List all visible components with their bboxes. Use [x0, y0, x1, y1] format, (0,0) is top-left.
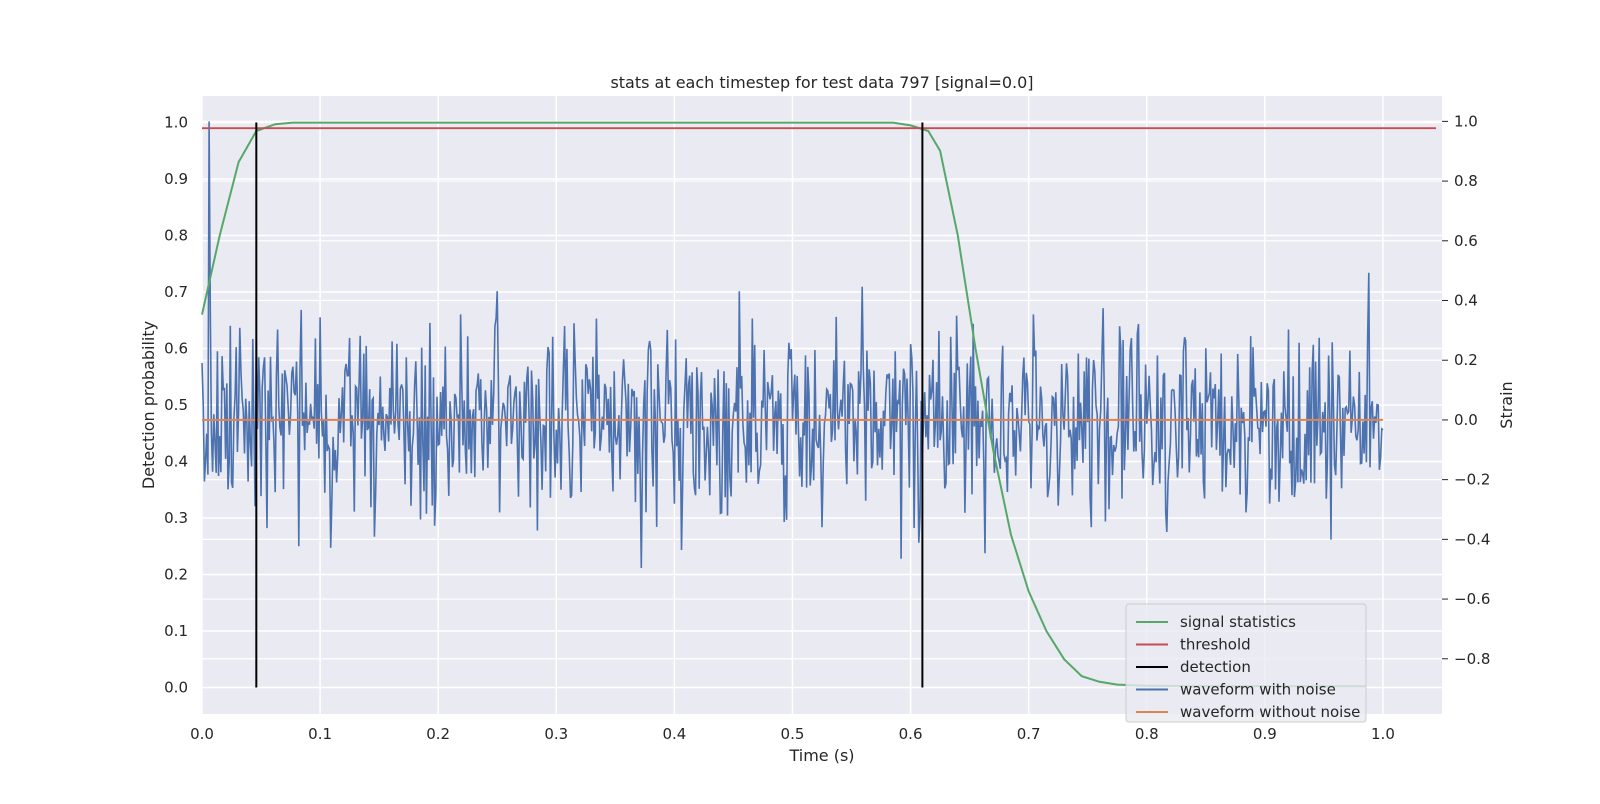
- series-layer: [201, 121, 1437, 688]
- y-tick-label: 0.1: [164, 622, 188, 640]
- y-tick-label: 0.3: [164, 509, 188, 527]
- legend-label: waveform without noise: [1180, 703, 1360, 721]
- y-tick-label: 0.7: [164, 283, 188, 301]
- y2-tick-label: 0.4: [1454, 292, 1478, 310]
- x-tick-label: 0.5: [781, 725, 805, 743]
- y-tick-label: 0.5: [164, 396, 188, 414]
- x-tick-label: 0.3: [544, 725, 568, 743]
- signal-statistics-line: [201, 121, 1366, 688]
- y2-tick-label: −0.2: [1454, 471, 1490, 489]
- x-tick-label: 0.1: [308, 725, 332, 743]
- y2-tick-label: 0.0: [1454, 411, 1478, 429]
- y-tick-label: 0.8: [164, 227, 188, 245]
- x-tick-label: 0.4: [662, 725, 686, 743]
- y2-tick-label: −0.6: [1454, 590, 1490, 608]
- x-tick-label: 1.0: [1371, 725, 1395, 743]
- y2-tick-label: −0.8: [1454, 650, 1490, 668]
- legend-label: signal statistics: [1180, 613, 1296, 631]
- y-tick-label: 0.6: [164, 340, 188, 358]
- y-tick-label: 1.0: [164, 114, 188, 132]
- y2-tick-label: −0.4: [1454, 530, 1490, 548]
- x-tick-label: 0.0: [190, 725, 214, 743]
- chart-title: stats at each timestep for test data 797…: [610, 73, 1033, 92]
- legend-box: [1125, 603, 1367, 723]
- legend-label: detection: [1180, 658, 1251, 676]
- tick-labels: 0.0 0.1 0.2 0.3 0.4 0.5 0.6 0.7 0.8 0.9 1.0 0.0 0.1 0…: [164, 112, 1490, 743]
- x-tick-label: 0.8: [1135, 725, 1159, 743]
- x-tick-label: 0.2: [426, 725, 450, 743]
- y-tick-label: 0.2: [164, 565, 188, 583]
- y2-tick-label: 0.2: [1454, 351, 1478, 369]
- y-tick-label: 0.9: [164, 170, 188, 188]
- legend: signal statistics threshold detection wavef…: [1125, 603, 1367, 723]
- legend-label: waveform with noise: [1180, 681, 1336, 699]
- legend-label: threshold: [1180, 636, 1251, 654]
- y-tick-label: 0.0: [164, 678, 188, 696]
- x-axis-label: Time (s): [788, 746, 854, 765]
- y2-tick-label: 1.0: [1454, 112, 1478, 130]
- y-tick-label: 0.4: [164, 452, 188, 470]
- y2-axis-label: Strain: [1497, 381, 1516, 428]
- y2-tick-label: 0.6: [1454, 232, 1478, 250]
- y2-tick-label: 0.8: [1454, 172, 1478, 190]
- x-tick-label: 0.6: [899, 725, 923, 743]
- x-tick-label: 0.7: [1017, 725, 1041, 743]
- y-axis-label: Detection probability: [139, 321, 158, 489]
- x-tick-label: 0.9: [1253, 725, 1277, 743]
